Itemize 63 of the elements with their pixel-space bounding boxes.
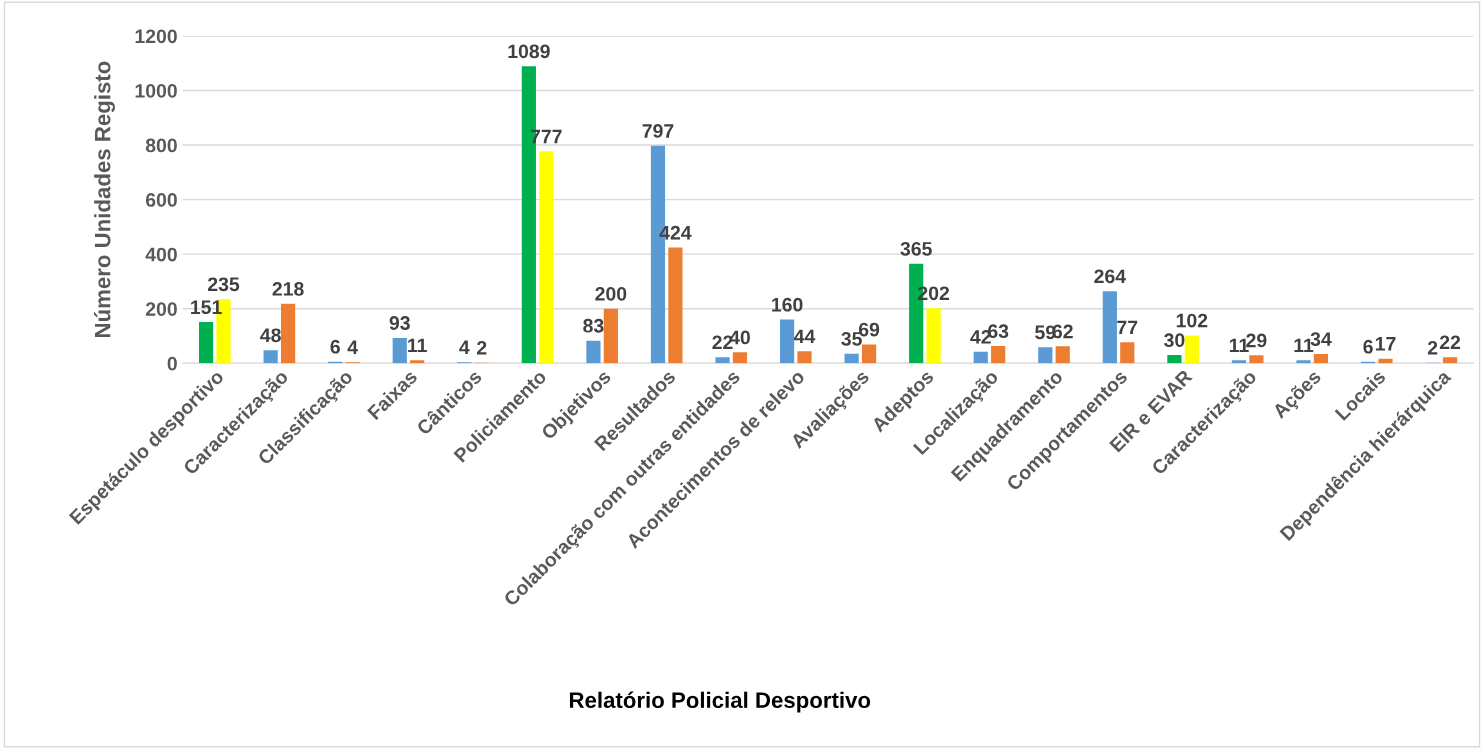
bar <box>668 247 683 364</box>
data-label: 2 <box>477 340 487 355</box>
bar <box>1055 346 1070 364</box>
bar <box>586 340 601 364</box>
bar <box>1313 353 1329 364</box>
y-tick-label: 400 <box>145 247 177 262</box>
bar <box>1167 355 1182 364</box>
bar <box>732 352 748 364</box>
y-tick-label: 0 <box>167 356 177 371</box>
bar <box>392 337 407 364</box>
data-label: 11 <box>408 338 427 353</box>
y-tick-label: 1200 <box>135 29 177 44</box>
bar <box>198 322 214 364</box>
data-label: 6 <box>1363 339 1373 354</box>
bar <box>861 344 877 364</box>
bar <box>991 346 1006 364</box>
y-tick-label: 800 <box>145 138 177 153</box>
bar <box>1038 347 1053 364</box>
bar <box>797 351 812 364</box>
bar <box>844 353 859 364</box>
bar <box>973 351 988 364</box>
data-label: 1089 <box>508 44 550 59</box>
bar <box>1102 291 1117 364</box>
bar <box>1184 335 1199 364</box>
bar <box>1249 355 1264 364</box>
bar <box>1231 360 1247 364</box>
bar <box>410 360 425 364</box>
data-label: 797 <box>642 124 674 138</box>
data-label: 6 <box>330 339 340 354</box>
bar <box>1120 342 1135 364</box>
bar <box>779 319 795 364</box>
data-label: 200 <box>595 286 627 301</box>
bar <box>926 308 941 364</box>
data-label: 93 <box>389 316 410 330</box>
data-label: 2 <box>1427 340 1438 355</box>
bar <box>539 151 554 364</box>
data-label: 218 <box>272 282 304 296</box>
bar <box>1378 358 1393 364</box>
data-label: 48 <box>260 328 281 343</box>
data-label: 83 <box>583 318 604 333</box>
data-label: 160 <box>772 297 803 312</box>
data-label: 102 <box>1176 313 1208 328</box>
data-label: 4 <box>459 340 470 354</box>
bar <box>263 350 278 364</box>
bar <box>1442 357 1458 364</box>
data-label: 30 <box>1164 333 1185 348</box>
y-tick-label: 200 <box>145 302 177 316</box>
y-tick-label: 1000 <box>135 83 177 98</box>
bar <box>1296 360 1311 364</box>
data-label: 44 <box>793 329 816 344</box>
y-tick-label: 600 <box>145 193 177 207</box>
data-label: 22 <box>1439 335 1461 350</box>
bar <box>715 357 730 364</box>
data-label: 235 <box>207 277 240 292</box>
data-label: 365 <box>900 241 932 256</box>
data-label: 264 <box>1094 269 1126 284</box>
y-axis-title: Número Unidades Registo <box>93 61 115 338</box>
bar <box>280 303 296 364</box>
x-axis-title: Relatório Policial Desportivo <box>569 691 871 713</box>
data-label: 77 <box>1117 320 1138 335</box>
data-label: 4 <box>347 340 358 354</box>
bar <box>603 308 618 364</box>
data-label: 17 <box>1375 337 1396 351</box>
